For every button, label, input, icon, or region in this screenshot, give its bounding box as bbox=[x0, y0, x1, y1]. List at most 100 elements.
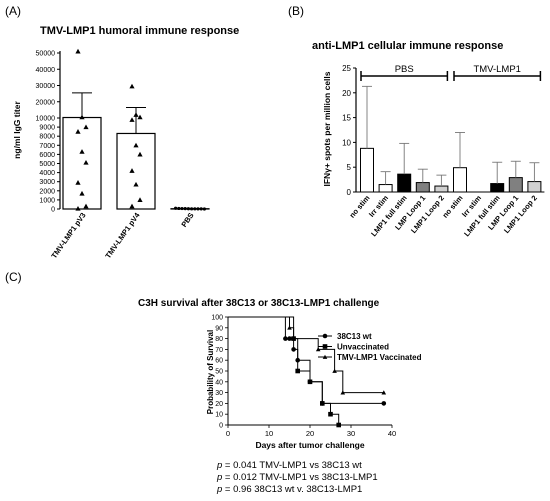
panel-c: (C) C3H survival after 38C13 or 38C13-LM… bbox=[5, 270, 422, 495]
panel-c-legend-marker bbox=[323, 344, 328, 349]
panel-c-series-point bbox=[336, 423, 341, 428]
panel-a-y-tick-label: 30000 bbox=[36, 83, 56, 90]
panel-a-point bbox=[196, 207, 199, 210]
panel-b: (B) anti-LMP1 cellular immune response I… bbox=[288, 4, 544, 238]
panel-a-y-tick-label: 0 bbox=[51, 207, 55, 214]
panel-c-annotations: p = 0.041 TMV-LMP1 vs 38C13 wtp = 0.012 … bbox=[216, 460, 378, 495]
panel-c-x-tick-label: 10 bbox=[265, 429, 273, 438]
panel-c-legend-label: 38C13 wt bbox=[337, 332, 372, 341]
panel-c-y-tick-label: 90 bbox=[215, 325, 223, 332]
panel-c-letter: (C) bbox=[5, 270, 22, 284]
panel-b-bar bbox=[416, 183, 429, 192]
panel-c-series-point bbox=[295, 369, 300, 374]
panel-c-y-tick-label: 70 bbox=[215, 347, 223, 354]
panel-b-x-label: no stim bbox=[347, 193, 371, 219]
panel-a-ylabel: ng/ml IgG titer bbox=[12, 101, 22, 159]
panel-c-y-tick-label: 80 bbox=[215, 336, 223, 343]
panel-a-y-tick-label: 8000 bbox=[39, 134, 55, 141]
panel-b-bar bbox=[361, 148, 374, 192]
panel-c-annotation: p = 0.96 38C13 wt v. 38C13-LMP1 bbox=[216, 484, 362, 495]
panel-a-title: TMV-LMP1 humoral immune response bbox=[40, 25, 239, 37]
panel-c-x-tick-label: 20 bbox=[306, 429, 314, 438]
panel-a-point bbox=[129, 84, 134, 89]
panel-b-bar bbox=[435, 186, 448, 192]
panel-b-y-tick-label: 10 bbox=[342, 138, 351, 147]
panel-c-y-tick-label: 60 bbox=[215, 358, 223, 365]
panel-a-point bbox=[177, 207, 180, 210]
panel-c-ylabel: Probability of Survival bbox=[206, 330, 215, 414]
panel-a-point bbox=[75, 49, 80, 54]
panel-c-y-tick-label: 40 bbox=[215, 379, 223, 386]
panel-a: (A) TMV-LMP1 humoral immune response ng/… bbox=[5, 4, 239, 260]
panel-a-point bbox=[174, 207, 177, 210]
panel-a-point bbox=[133, 112, 138, 117]
panel-a-y-tick-label: 3000 bbox=[39, 179, 55, 186]
panel-c-x-tick-label: 0 bbox=[226, 429, 230, 438]
panel-c-series-point bbox=[308, 380, 313, 385]
panel-c-series-point bbox=[320, 401, 325, 406]
panel-a-y-tick-label: 1000 bbox=[39, 197, 55, 204]
panel-a-point bbox=[193, 207, 196, 210]
panel-b-y-tick-label: 0 bbox=[347, 188, 352, 197]
panel-c-y-tick-label: 0 bbox=[219, 423, 223, 430]
panel-b-y-tick-label: 15 bbox=[342, 114, 351, 123]
p-text: = 0.041 TMV-LMP1 vs 38C13 wt bbox=[222, 460, 362, 471]
panel-b-bar bbox=[398, 174, 411, 192]
panel-c-series-point bbox=[287, 336, 292, 341]
panel-a-point bbox=[180, 207, 183, 210]
panel-b-x-label: no stim bbox=[440, 193, 464, 219]
panel-b-y-tick-label: 25 bbox=[342, 64, 351, 73]
panel-c-legend-label: Unvaccinated bbox=[337, 343, 389, 352]
panel-a-y-tick-label: 40000 bbox=[36, 67, 56, 74]
panel-c-series-point bbox=[382, 401, 387, 406]
panel-a-y-tick-label: 50000 bbox=[36, 51, 56, 58]
panel-b-letter: (B) bbox=[288, 4, 304, 18]
panel-b-bar bbox=[454, 168, 467, 192]
panel-c-y-tick-label: 100 bbox=[211, 315, 223, 322]
panel-c-series-point bbox=[283, 336, 288, 341]
panel-b-group-label: PBS bbox=[395, 64, 414, 75]
panel-c-series-point bbox=[291, 347, 296, 352]
panel-c-series-line bbox=[228, 317, 339, 425]
panel-c-title: C3H survival after 38C13 or 38C13-LMP1 c… bbox=[138, 298, 380, 309]
panel-b-bar bbox=[491, 184, 504, 192]
panel-b-ylabel: IFNγ+ spots per million cells bbox=[322, 71, 332, 186]
panel-a-bars bbox=[63, 93, 209, 209]
panel-a-y-tick-label: 5000 bbox=[39, 161, 55, 168]
p-text: = 0.012 TMV-LMP1 vs 38C13-LMP1 bbox=[222, 472, 377, 483]
panel-a-point bbox=[200, 207, 203, 210]
panel-a-y-ticks: 0100020003000400050006000700080009000100… bbox=[36, 51, 60, 214]
panel-a-x-label: TMV-LMP1 pV3 bbox=[49, 211, 87, 260]
panel-c-y-tick-label: 50 bbox=[215, 369, 223, 376]
panel-a-point bbox=[137, 115, 142, 120]
panel-b-bar bbox=[528, 182, 541, 192]
panel-a-y-tick-label: 10000 bbox=[36, 116, 56, 123]
panel-c-xlabel: Days after tumor challenge bbox=[255, 440, 364, 450]
panel-a-y-tick-label: 6000 bbox=[39, 152, 55, 159]
panel-c-legend-label: TMV-LMP1 Vaccinated bbox=[337, 353, 422, 362]
panel-b-y-tick-label: 20 bbox=[342, 89, 351, 98]
panel-a-point bbox=[187, 207, 190, 210]
panel-a-y-tick-label: 9000 bbox=[39, 125, 55, 132]
panel-a-point bbox=[203, 207, 206, 210]
panel-a-y-tick-label: 20000 bbox=[36, 99, 56, 106]
panel-c-y-tick-label: 10 bbox=[215, 412, 223, 419]
panel-c-legend-marker bbox=[323, 334, 328, 339]
p-text: = 0.96 38C13 wt v. 38C13-LMP1 bbox=[222, 484, 362, 495]
panel-b-bars bbox=[356, 86, 544, 192]
panel-c-annotation: p = 0.041 TMV-LMP1 vs 38C13 wt bbox=[216, 460, 362, 471]
panel-c-series-point bbox=[328, 412, 333, 417]
panel-c-x-tick-label: 40 bbox=[388, 429, 396, 438]
panel-a-y-tick-label: 7000 bbox=[39, 143, 55, 150]
panel-a-x-label: TMV-LMP1 pV4 bbox=[103, 210, 142, 260]
panel-b-bar bbox=[379, 185, 392, 192]
panel-a-point bbox=[190, 207, 193, 210]
panel-c-y-tick-label: 20 bbox=[215, 401, 223, 408]
panel-c-y-tick-label: 30 bbox=[215, 390, 223, 397]
